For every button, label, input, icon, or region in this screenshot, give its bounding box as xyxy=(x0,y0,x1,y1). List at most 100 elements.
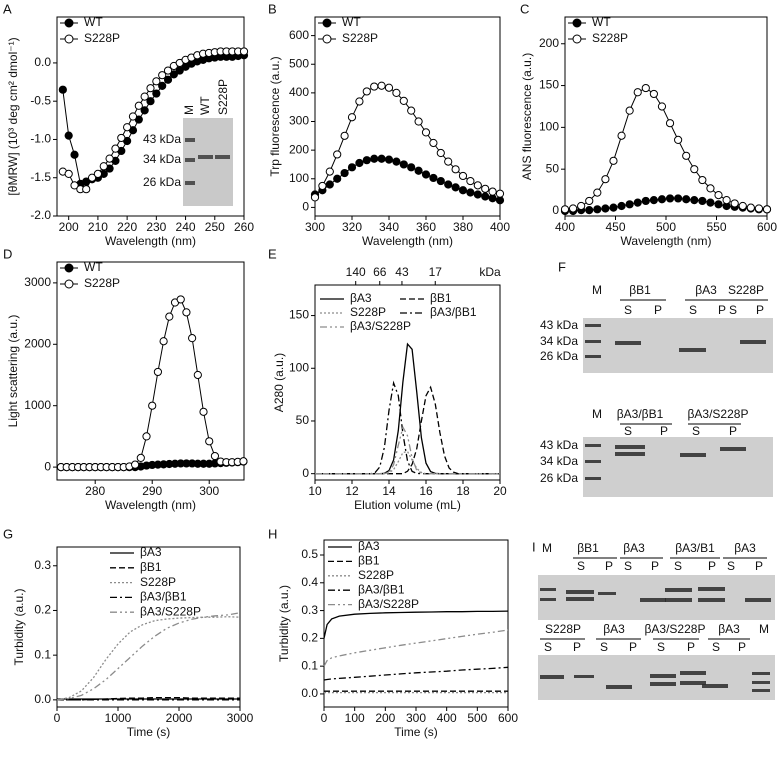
gel-band xyxy=(215,155,230,159)
data-point xyxy=(188,334,197,343)
x-tick-label: 2000 xyxy=(166,711,193,725)
data-point xyxy=(585,196,594,206)
data-point xyxy=(746,203,755,212)
panel-label: E xyxy=(268,246,277,261)
data-point xyxy=(134,101,143,110)
y-tick-label: 0.1 xyxy=(34,647,51,661)
data-point xyxy=(585,206,594,215)
gel-band xyxy=(185,158,195,162)
data-point xyxy=(754,204,764,213)
data-point xyxy=(690,196,699,205)
plot-frame xyxy=(56,16,245,217)
gel-image xyxy=(583,318,773,373)
data-point xyxy=(458,186,468,195)
gel-band xyxy=(585,460,601,463)
y-tick-label: 0.0 xyxy=(301,686,318,700)
data-point xyxy=(609,203,618,212)
legend-label: WT xyxy=(84,15,103,29)
data-point xyxy=(495,189,505,198)
data-point xyxy=(690,165,699,174)
lane-group-label: βA3 xyxy=(718,622,740,636)
data-point xyxy=(593,205,602,214)
x-tick-label: 220 xyxy=(117,220,137,234)
x-tick-label: 3000 xyxy=(227,711,254,725)
legend-label: WT xyxy=(84,260,103,274)
lane-group-label: M xyxy=(759,622,769,636)
legend-label: βA3 xyxy=(140,545,162,559)
y-tick-label: 0.3 xyxy=(301,603,318,617)
data-point xyxy=(384,155,394,164)
size-marker-label: 34 kDa xyxy=(540,454,578,468)
data-point xyxy=(429,173,438,183)
data-point xyxy=(193,370,202,380)
top-tick-label: 140 xyxy=(346,265,366,279)
data-point xyxy=(444,180,453,189)
y-tick-label: 400 xyxy=(289,85,309,99)
lane-label: P xyxy=(629,640,637,654)
lane-label: S xyxy=(624,303,632,317)
data-point xyxy=(407,106,416,115)
data-point xyxy=(682,195,691,204)
gel-band xyxy=(598,592,616,595)
data-point xyxy=(436,176,445,186)
data-point xyxy=(399,160,408,169)
data-point xyxy=(625,200,634,209)
x-tick-label: 0 xyxy=(54,711,61,725)
data-point xyxy=(698,175,707,185)
data-point xyxy=(601,175,610,184)
legend-label: S228P xyxy=(84,31,120,45)
data-point xyxy=(641,83,650,93)
y-tick-label: 0 xyxy=(44,459,51,473)
lane-label: P xyxy=(756,303,764,317)
gel-band xyxy=(698,598,725,602)
inset-lane-label: M xyxy=(182,105,196,115)
y-tick-label: 0 xyxy=(552,203,559,217)
y-tick-label: 50 xyxy=(296,413,310,427)
legend-label: βA3 xyxy=(358,539,380,553)
lane-label: S xyxy=(657,640,665,654)
gel-band xyxy=(650,682,676,686)
gel-band xyxy=(680,681,706,685)
data-point xyxy=(318,181,327,191)
x-tick-label: 500 xyxy=(467,711,487,725)
panel-label: F xyxy=(558,259,566,274)
lane-label: P xyxy=(654,303,662,317)
series-line xyxy=(323,666,509,681)
data-point xyxy=(706,198,715,207)
size-marker-label: 26 kDa xyxy=(540,471,578,485)
plot-frame xyxy=(56,261,245,481)
top-axis-unit: kDa xyxy=(479,265,501,279)
data-point xyxy=(714,190,723,200)
y-tick-label: 50 xyxy=(546,161,560,175)
data-point xyxy=(738,201,747,211)
gel-band xyxy=(698,587,725,591)
gel-band xyxy=(585,324,601,327)
legend-marker xyxy=(322,18,332,28)
size-marker-label: 34 kDa xyxy=(540,334,578,348)
data-point xyxy=(568,204,578,213)
lane-label: S xyxy=(624,424,632,438)
y-axis-label: A280 (a.u.) xyxy=(272,353,286,412)
gel-band xyxy=(680,671,706,675)
gel-band xyxy=(665,588,692,592)
gel-band xyxy=(585,355,601,358)
data-point xyxy=(451,183,460,192)
inset-lane-label: S228P xyxy=(216,79,230,115)
y-tick-label: 0.0 xyxy=(34,55,51,69)
legend-label: βA3/βB1 xyxy=(140,590,187,604)
data-point xyxy=(722,196,731,205)
data-point xyxy=(158,71,167,80)
series-line xyxy=(323,629,509,667)
legend-label: βA3/βB1 xyxy=(430,305,477,319)
lane-label: S xyxy=(692,424,700,438)
gel-band xyxy=(752,689,770,692)
x-tick-label: 340 xyxy=(379,220,399,234)
data-point xyxy=(414,166,423,175)
lane-label: S xyxy=(729,303,737,317)
lane-label: P xyxy=(651,559,659,573)
legend-label: S228P xyxy=(84,276,120,290)
plot-frame xyxy=(323,539,509,708)
lane-label: S xyxy=(689,303,697,317)
data-point xyxy=(142,432,151,441)
